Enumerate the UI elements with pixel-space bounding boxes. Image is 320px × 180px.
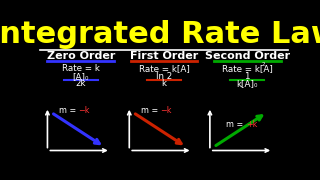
Text: k: k bbox=[162, 79, 166, 88]
Text: −k: −k bbox=[160, 107, 172, 116]
Text: ln 2: ln 2 bbox=[156, 72, 172, 81]
Text: m =: m = bbox=[59, 107, 78, 116]
Text: 1: 1 bbox=[244, 72, 250, 81]
Text: Rate = k[A]: Rate = k[A] bbox=[222, 64, 273, 73]
Text: 2k: 2k bbox=[76, 79, 86, 88]
Text: 2: 2 bbox=[262, 62, 266, 67]
Text: +k: +k bbox=[246, 120, 257, 129]
Text: m =: m = bbox=[226, 120, 246, 129]
Text: [A]₀: [A]₀ bbox=[73, 72, 89, 81]
Text: Integrated Rate Law: Integrated Rate Law bbox=[0, 20, 320, 49]
Text: k[A]₀: k[A]₀ bbox=[236, 79, 258, 88]
Text: −k: −k bbox=[78, 107, 90, 116]
Text: Second Order: Second Order bbox=[204, 51, 290, 60]
Text: m =: m = bbox=[140, 107, 160, 116]
Text: Rate = k: Rate = k bbox=[62, 64, 100, 73]
Text: Zero Order: Zero Order bbox=[47, 51, 115, 60]
Text: Rate = k[A]: Rate = k[A] bbox=[139, 64, 189, 73]
Text: First Order: First Order bbox=[130, 51, 198, 60]
